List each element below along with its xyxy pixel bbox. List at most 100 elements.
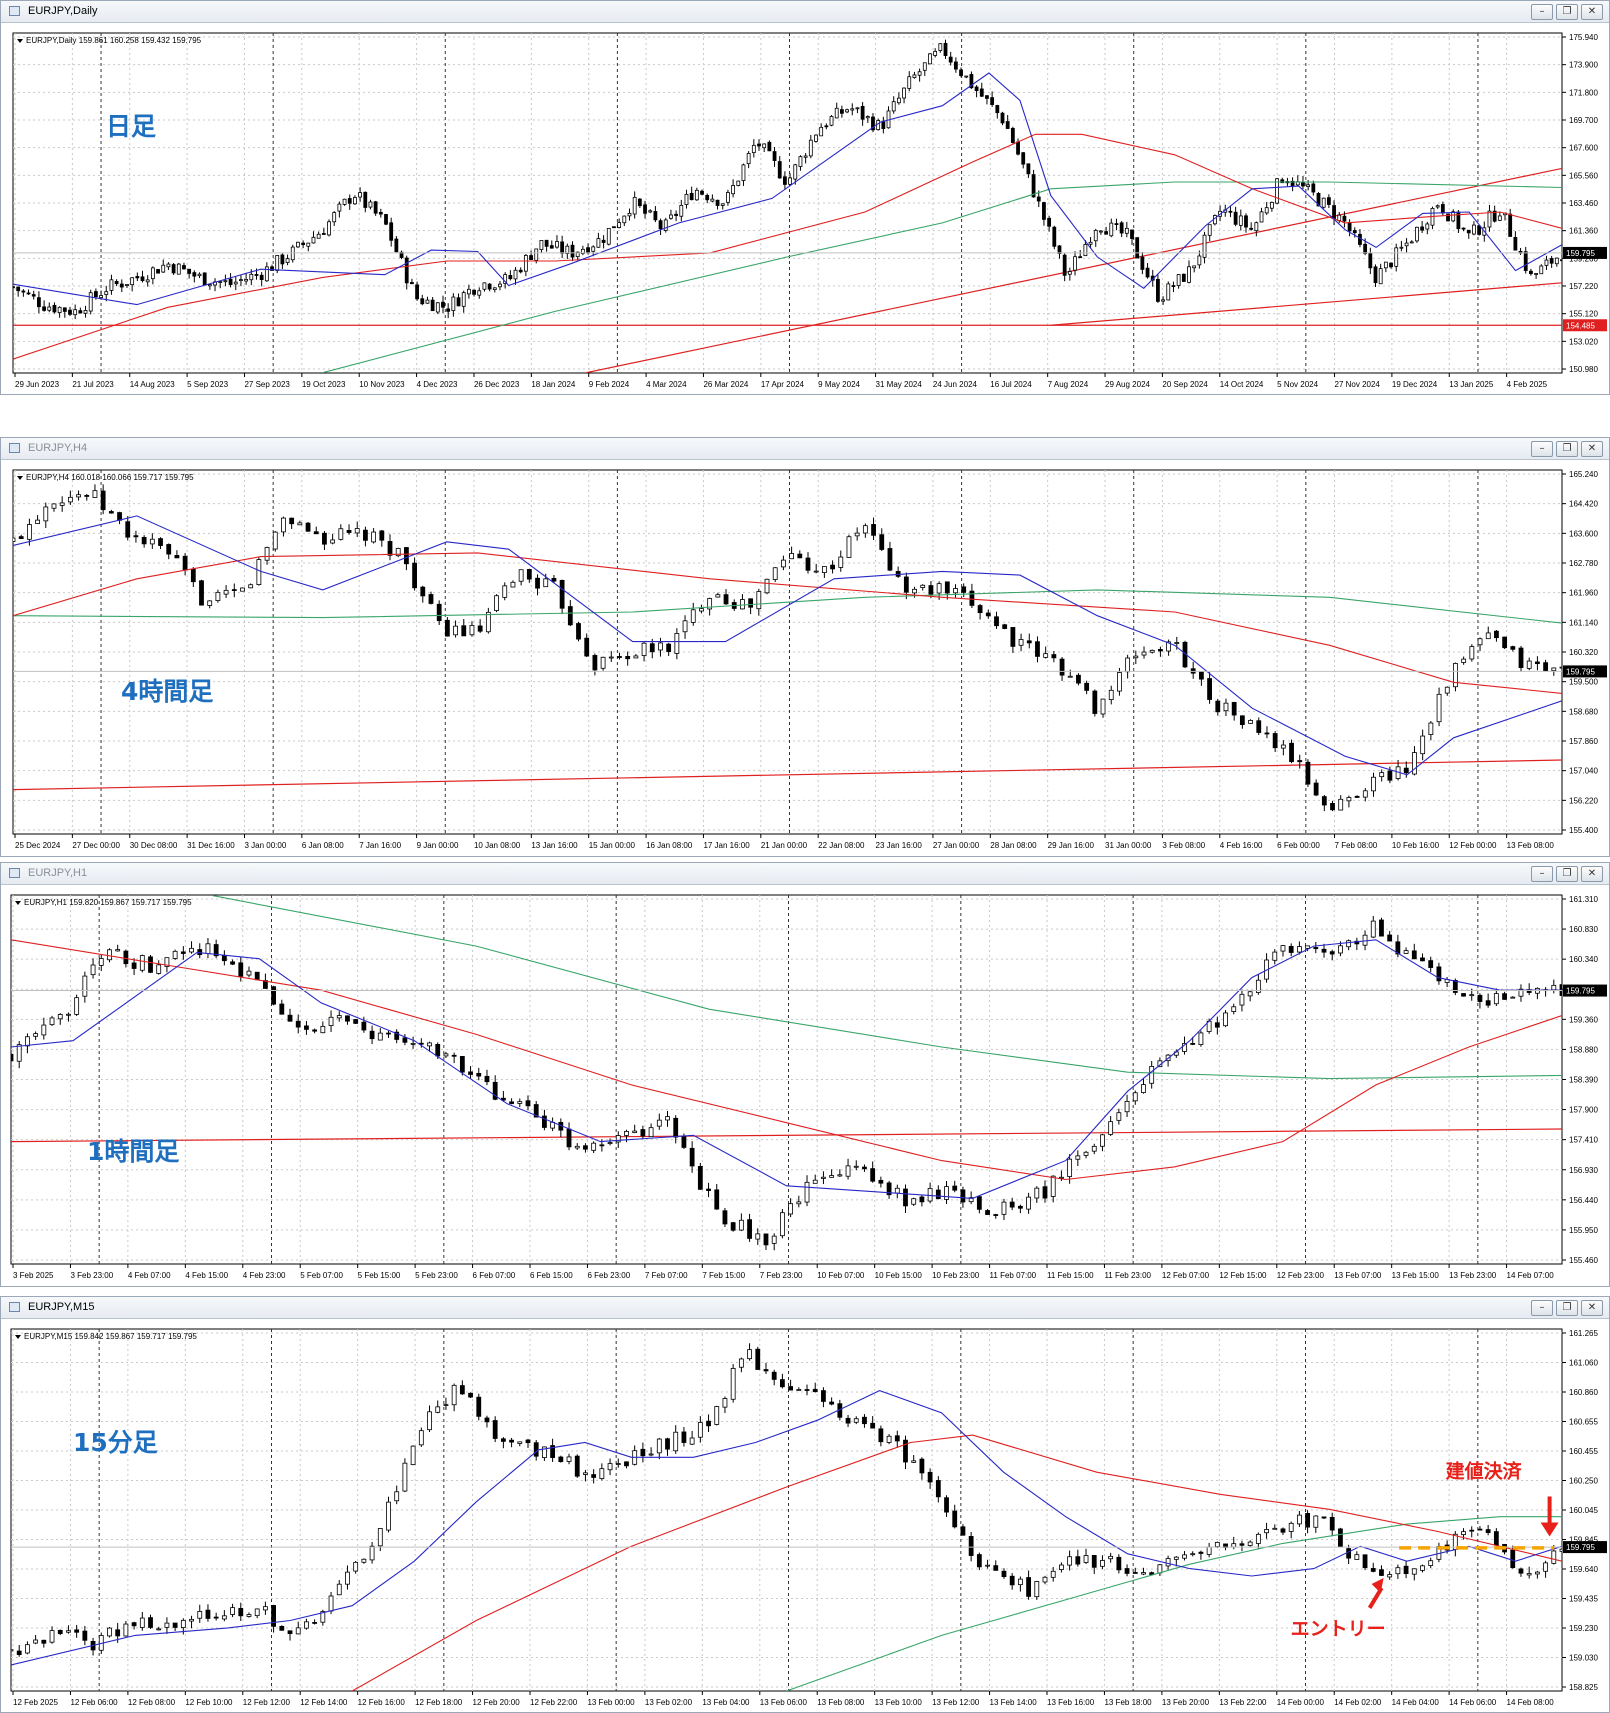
candle-body — [747, 1219, 752, 1239]
x-tick-label: 3 Feb 08:00 — [1162, 841, 1205, 850]
candle-body — [1362, 1554, 1368, 1569]
x-tick-label: 12 Feb 12:00 — [243, 1698, 291, 1707]
maximize-button[interactable]: ❐ — [1556, 1300, 1578, 1316]
candle-body — [1428, 960, 1434, 968]
candle-body — [720, 203, 725, 206]
y-tick-label: 155.460 — [1569, 1256, 1598, 1265]
candle-body — [1510, 996, 1516, 999]
y-tick-label: 165.240 — [1569, 470, 1598, 479]
candle-body — [689, 1437, 695, 1445]
candle-body — [756, 591, 762, 610]
close-button[interactable]: ✕ — [1581, 441, 1603, 457]
x-tick-label: 3 Feb 23:00 — [70, 1271, 113, 1280]
candle-body — [979, 88, 984, 97]
candle-body — [328, 1016, 334, 1026]
candle-body — [342, 198, 347, 205]
daily-chart[interactable]: 175.940 173.900 171.800 169.700 167.600 165.5… — [1, 23, 1610, 395]
x-tick-label: 19 Dec 2024 — [1392, 380, 1438, 389]
candle-body — [238, 1607, 244, 1617]
candle-body — [534, 248, 539, 261]
h4-chart[interactable]: 165.240 164.420 163.600 162.780 161.960 161.1… — [1, 460, 1610, 857]
candle-body — [1330, 803, 1335, 811]
candle-body — [771, 1235, 777, 1244]
candle-body — [1502, 993, 1507, 1000]
candle-body — [518, 569, 524, 582]
candle-body — [1297, 760, 1303, 763]
candle-body — [76, 494, 81, 498]
current-price-tag — [1563, 1541, 1607, 1554]
candle-body — [1034, 1187, 1040, 1199]
candle-body — [410, 1445, 416, 1466]
candle-body — [484, 1075, 490, 1083]
x-tick-label: 4 Feb 07:00 — [128, 1271, 171, 1280]
candle-body — [665, 1116, 670, 1121]
candle-body — [1100, 1560, 1105, 1567]
candles — [13, 484, 1562, 812]
maximize-button[interactable]: ❐ — [1556, 4, 1578, 20]
candle-body — [974, 86, 979, 91]
candle-body — [551, 577, 557, 582]
candle-body — [472, 289, 476, 295]
y-tick-label: 161.360 — [1569, 227, 1598, 236]
candle-body — [1223, 702, 1229, 712]
m15-chart[interactable]: 161.265 161.060 160.860 160.655 160.455 160.2… — [1, 1319, 1610, 1713]
candle-body — [814, 134, 818, 142]
candle-body — [903, 1188, 908, 1207]
candle-body — [1059, 658, 1065, 676]
candle-body — [935, 1480, 941, 1498]
candle-body — [281, 517, 286, 533]
h4-chart-window: EURJPY,H4 – ❐ ✕ 165.240 164.420 163.600 162… — [0, 437, 1610, 857]
maximize-button[interactable]: ❐ — [1556, 866, 1578, 882]
minimize-button[interactable]: – — [1531, 441, 1553, 457]
candle-body — [555, 241, 559, 248]
candle-body — [936, 583, 942, 594]
x-tick-label: 15 Jan 00:00 — [589, 841, 636, 850]
candle-body — [995, 105, 1000, 114]
close-button[interactable]: ✕ — [1581, 1300, 1603, 1316]
candle-body — [952, 1510, 958, 1528]
candle-body — [49, 1630, 55, 1643]
minimize-button[interactable]: – — [1531, 4, 1553, 20]
close-button[interactable]: ✕ — [1581, 866, 1603, 882]
exit-arrowhead-icon — [1540, 1522, 1559, 1537]
candle-body — [369, 1545, 375, 1561]
candle-body — [1338, 798, 1344, 811]
x-tick-label: 9 Jan 00:00 — [417, 841, 459, 850]
candle-body — [797, 553, 803, 559]
candle-body — [1084, 682, 1090, 691]
candle-body — [1420, 957, 1425, 962]
candle-body — [66, 1013, 71, 1016]
candle-body — [812, 1388, 818, 1393]
candle-body — [441, 301, 445, 308]
candle-body — [1337, 214, 1342, 221]
candle-body — [313, 531, 319, 535]
close-button[interactable]: ✕ — [1581, 4, 1603, 20]
ma-red-line — [351, 1434, 1562, 1691]
candle-body — [837, 1174, 843, 1177]
candle-body — [542, 1446, 547, 1458]
candle-body — [33, 1639, 39, 1644]
x-tick-label: 7 Aug 2024 — [1048, 380, 1089, 389]
candle-body — [1544, 259, 1549, 266]
candle-body — [1510, 1549, 1516, 1569]
candle-body — [244, 278, 249, 282]
candle-body — [617, 222, 622, 228]
candle-body — [599, 1144, 605, 1147]
candle-body — [870, 1422, 876, 1429]
candle-body — [394, 1491, 400, 1502]
candle-body — [697, 1165, 703, 1190]
minimize-button[interactable]: – — [1531, 1300, 1553, 1316]
candle-body — [1362, 934, 1368, 946]
candle-body — [503, 274, 508, 284]
h1-chart[interactable]: 161.310160.830160.340159.860159.360158.8… — [1, 885, 1610, 1287]
y-tick-label: 161.060 — [1569, 1359, 1598, 1368]
minimize-button[interactable]: – — [1531, 866, 1553, 882]
candle-body — [1026, 640, 1032, 644]
maximize-button[interactable]: ❐ — [1556, 441, 1578, 457]
candle-body — [494, 595, 499, 611]
x-tick-label: 27 Jan 00:00 — [933, 841, 980, 850]
candle-body — [771, 1371, 777, 1380]
candle-body — [976, 1554, 982, 1568]
candle-body — [653, 211, 658, 221]
x-tick-label: 9 May 2024 — [818, 380, 860, 389]
